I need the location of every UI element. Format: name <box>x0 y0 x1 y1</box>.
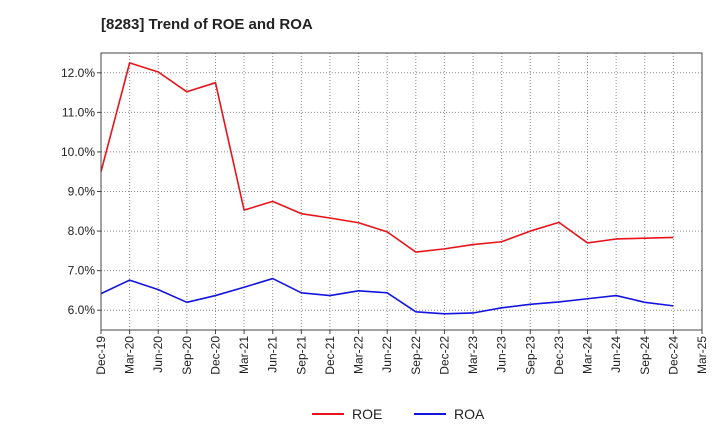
x-tick-label: Sep-23 <box>523 336 537 375</box>
series-line-roa <box>100 277 674 315</box>
legend-label-roe: ROE <box>352 406 382 422</box>
x-tick-label: Jun-22 <box>380 336 394 373</box>
y-tick-label: 11.0% <box>62 105 95 119</box>
x-tick-label: Jun-21 <box>266 336 280 373</box>
series-lines <box>100 62 674 315</box>
x-tick-label: Sep-21 <box>294 336 308 375</box>
x-tick-label: Mar-22 <box>352 336 366 374</box>
x-tick-label: Mar-24 <box>581 336 595 374</box>
y-tick-label: 12.0% <box>61 66 95 80</box>
legend: ROE ROA <box>312 406 485 422</box>
x-tick-label: Jun-20 <box>151 336 165 373</box>
series-line-roe <box>100 62 674 253</box>
x-tick-label: Jun-23 <box>495 336 509 373</box>
legend-label-roa: ROA <box>454 406 485 422</box>
x-tick-label: Mar-25 <box>695 336 709 374</box>
y-tick-label: 7.0% <box>68 264 96 278</box>
x-tick-label: Dec-19 <box>94 336 108 375</box>
x-tick-label: Dec-24 <box>666 336 680 375</box>
x-tick-label: Mar-20 <box>123 336 137 374</box>
y-tick-label: 6.0% <box>68 303 96 317</box>
x-tick-label: Mar-23 <box>466 336 480 374</box>
grid-lines <box>101 53 702 330</box>
x-tick-label: Dec-21 <box>323 336 337 375</box>
x-tick-label: Dec-23 <box>552 336 566 375</box>
x-tick-label: Sep-24 <box>638 336 652 375</box>
x-tick-label: Mar-21 <box>237 336 251 374</box>
y-tick-label: 8.0% <box>68 224 96 238</box>
x-tick-label: Jun-24 <box>609 336 623 373</box>
x-tick-label: Sep-20 <box>180 336 194 375</box>
axes: 6.0% 7.0% 8.0% 9.0% 10.0% 11.0% 12.0% Dec-19 Mar… <box>61 52 709 375</box>
chart-title: [8283] Trend of ROE and ROA <box>101 16 313 33</box>
x-tick-label: Dec-22 <box>437 336 451 375</box>
y-tick-label: 10.0% <box>61 145 95 159</box>
x-tick-label: Sep-22 <box>409 336 423 375</box>
x-tick-label: Dec-20 <box>208 336 222 375</box>
y-tick-label: 9.0% <box>68 185 96 199</box>
